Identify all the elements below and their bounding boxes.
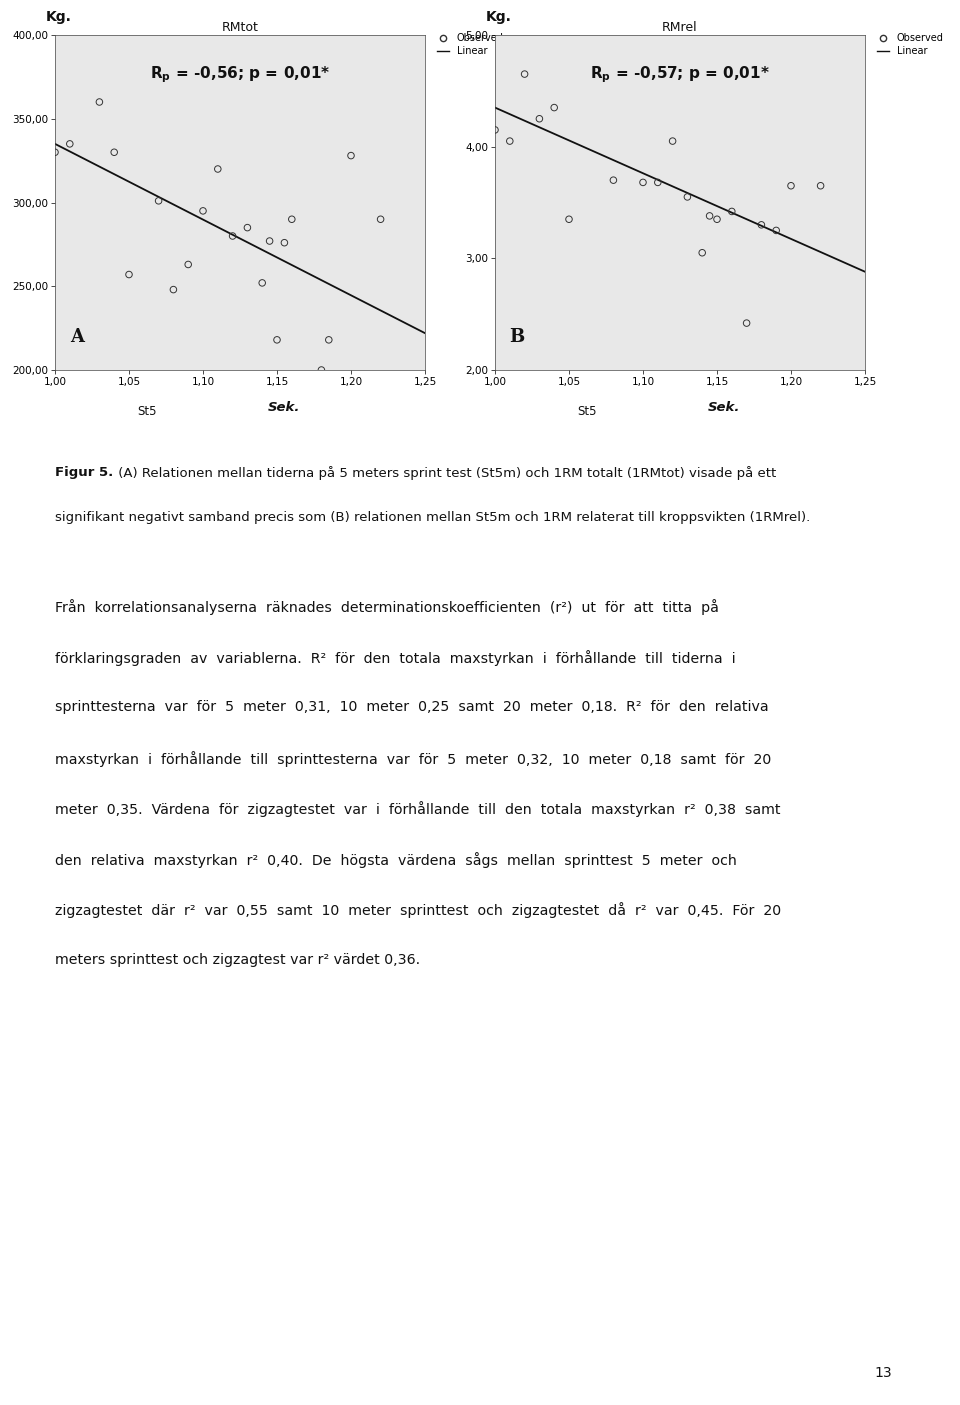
Point: [322, 329, 337, 351]
Point: [769, 219, 784, 242]
Text: signifikant negativt samband precis som (B) relationen mellan St5m och 1RM relat: signifikant negativt samband precis som …: [55, 510, 810, 524]
Text: maxstyrkan  i  förhållande  till  sprinttesterna  var  för  5  meter  0,32,  10 : maxstyrkan i förhållande till sprinttest…: [55, 750, 771, 767]
Text: St5: St5: [578, 405, 597, 419]
Text: St5: St5: [137, 405, 157, 419]
Point: [702, 205, 717, 228]
Point: [344, 145, 359, 167]
Text: förklaringsgraden  av  variablerna.  R²  för  den  totala  maxstyrkan  i  förhål: förklaringsgraden av variablerna. R² för…: [55, 649, 735, 666]
Point: [532, 108, 547, 131]
Point: [502, 129, 517, 152]
Text: meters sprinttest och zigzagtest var r² värdet 0,36.: meters sprinttest och zigzagtest var r² …: [55, 953, 420, 967]
Point: [680, 185, 695, 208]
Text: Sek.: Sek.: [708, 400, 740, 414]
Legend: Observed, Linear: Observed, Linear: [877, 34, 944, 56]
Point: [665, 129, 681, 152]
Point: [62, 132, 78, 155]
Text: $\mathbf{R_p}$ = -0,56; p = 0,01*: $\mathbf{R_p}$ = -0,56; p = 0,01*: [150, 65, 330, 86]
Text: $\mathbf{R_p}$ = -0,57; p = 0,01*: $\mathbf{R_p}$ = -0,57; p = 0,01*: [590, 65, 770, 86]
Point: [121, 263, 136, 285]
Point: [314, 358, 329, 381]
Point: [694, 242, 709, 264]
Point: [195, 200, 210, 222]
Title: RMtot: RMtot: [222, 21, 258, 34]
Text: Från  korrelationsanalyserna  räknades  determinationskoefficienten  (r²)  ut  f: Från korrelationsanalyserna räknades det…: [55, 599, 719, 615]
Text: (A) Relationen mellan tiderna på 5 meters sprint test (St5m) och 1RM totalt (1RM: (A) Relationen mellan tiderna på 5 meter…: [114, 465, 777, 479]
Text: meter  0,35.  Värdena  för  zigzagtestet  var  i  förhållande  till  den  totala: meter 0,35. Värdena för zigzagtestet var…: [55, 801, 780, 818]
Point: [270, 329, 285, 351]
Point: [151, 190, 166, 212]
Point: [783, 174, 799, 197]
Point: [225, 225, 240, 247]
Point: [606, 169, 621, 191]
Point: [240, 216, 255, 239]
Point: [546, 97, 562, 119]
Text: A: A: [70, 327, 84, 346]
Point: [488, 118, 503, 140]
Text: B: B: [510, 327, 525, 346]
Point: [372, 208, 388, 230]
Text: Kg.: Kg.: [45, 10, 71, 24]
Point: [107, 140, 122, 163]
Point: [284, 208, 300, 230]
Point: [47, 140, 62, 163]
Point: [262, 230, 277, 253]
Text: sprinttesterna  var  för  5  meter  0,31,  10  meter  0,25  samt  20  meter  0,1: sprinttesterna var för 5 meter 0,31, 10 …: [55, 700, 768, 714]
Point: [724, 200, 739, 222]
Point: [180, 253, 196, 275]
Point: [92, 91, 108, 114]
Point: [516, 63, 532, 86]
Point: [650, 171, 665, 194]
Title: RMrel: RMrel: [662, 21, 698, 34]
Text: 13: 13: [875, 1366, 892, 1380]
Point: [739, 312, 755, 334]
Text: Kg.: Kg.: [486, 10, 512, 24]
Point: [210, 157, 226, 180]
Point: [254, 271, 270, 294]
Point: [636, 171, 651, 194]
Point: [166, 278, 181, 301]
Point: [709, 208, 725, 230]
Point: [276, 232, 292, 254]
Point: [562, 208, 577, 230]
Text: zigzagtestet  där  r²  var  0,55  samt  10  meter  sprinttest  och  zigzagtestet: zigzagtestet där r² var 0,55 samt 10 met…: [55, 902, 780, 919]
Text: Sek.: Sek.: [268, 400, 300, 414]
Point: [813, 174, 828, 197]
Point: [754, 214, 769, 236]
Text: den  relativa  maxstyrkan  r²  0,40.  De  högsta  värdena  sågs  mellan  sprintt: den relativa maxstyrkan r² 0,40. De högs…: [55, 851, 736, 868]
Legend: Observed, Linear: Observed, Linear: [437, 34, 504, 56]
Text: Figur 5.: Figur 5.: [55, 465, 113, 479]
